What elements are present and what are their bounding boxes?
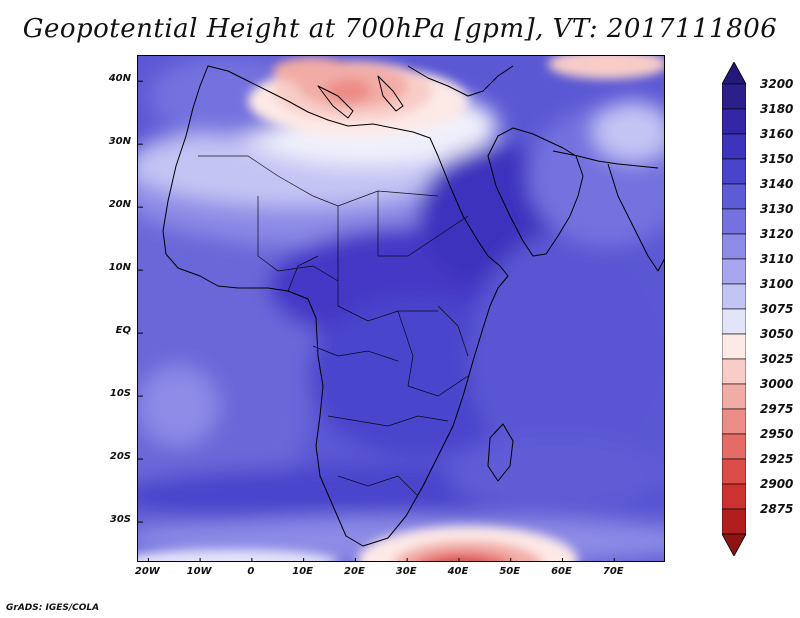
map-ticks: [138, 80, 615, 561]
map-panel: [137, 55, 665, 562]
colorbar-level-label: 2975: [760, 402, 794, 416]
coastlines: [162, 65, 664, 547]
colorbar-swatch: [722, 358, 746, 385]
colorbar-level-label: 2900: [760, 477, 794, 491]
colorbar-swatch: [722, 158, 746, 185]
colorbar-level-label: 3140: [760, 177, 794, 191]
lat-tick-label: 20N: [108, 199, 131, 211]
lat-tick-label: 30N: [108, 136, 131, 148]
lon-tick-label: 10W: [186, 566, 212, 577]
colorbar-swatch: [722, 483, 746, 510]
colorbar-swatch: [722, 183, 746, 210]
colorbar-level-label: 3050: [760, 327, 794, 341]
colorbar-level-label: 2950: [760, 427, 794, 441]
colorbar-level-label: 3200: [760, 77, 794, 91]
colorbar-level-label: 3025: [760, 352, 794, 366]
colorbar-swatch: [722, 508, 746, 535]
colorbar-swatch: [722, 258, 746, 285]
colorbar: [722, 62, 746, 556]
field-shading: [138, 56, 664, 561]
lon-tick-label: 40E: [447, 566, 469, 577]
height-field-map: [138, 56, 664, 561]
grads-credit: GrADS: IGES/COLA: [6, 603, 100, 613]
colorbar-level-label: 2925: [760, 452, 794, 466]
lon-tick-label: 30E: [395, 566, 417, 577]
colorbar-level-label: 3150: [760, 152, 794, 166]
lon-tick-label: 0: [247, 566, 255, 577]
colorbar-level-label: 3130: [760, 202, 794, 216]
colorbar-swatch: [722, 408, 746, 435]
lon-tick-label: 50E: [499, 566, 521, 577]
country-borders: [198, 155, 469, 497]
colorbar-level-label: 3110: [760, 252, 794, 266]
colorbar-level-label: 3000: [760, 377, 794, 391]
lat-tick-label: EQ: [115, 325, 131, 337]
colorbar-swatch: [722, 458, 746, 485]
colorbar-swatch: [722, 208, 746, 235]
lon-tick-label: 60E: [551, 566, 572, 577]
lon-tick-label: 20W: [134, 566, 160, 577]
colorbar-swatch: [722, 133, 746, 160]
lat-tick-label: 20S: [109, 451, 131, 463]
field-low-centers: [138, 56, 664, 561]
colorbar-level-label: 3120: [760, 227, 794, 241]
colorbar-swatch: [722, 108, 746, 135]
map-title: Geopotential Height at 700hPa [gpm], VT:…: [22, 14, 778, 44]
colorbar-swatch: [722, 308, 746, 335]
lon-tick-label: 70E: [602, 566, 624, 577]
colorbar-bottom-arrow: [722, 533, 746, 556]
lat-tick-label: 10S: [109, 388, 131, 400]
lat-tick-label: 40N: [108, 73, 131, 85]
lat-tick-label: 30S: [109, 514, 131, 526]
lon-tick-label: 20E: [344, 566, 365, 577]
colorbar-swatch: [722, 433, 746, 460]
colorbar-swatch: [722, 283, 746, 310]
lat-tick-label: 10N: [108, 262, 131, 274]
colorbar-level-label: 3100: [760, 277, 794, 291]
colorbar-level-label: 3180: [760, 102, 794, 116]
lon-tick-label: 10E: [292, 566, 314, 577]
colorbar-level-label: 3075: [760, 302, 794, 316]
colorbar-top-arrow: [722, 62, 746, 85]
colorbar-swatch: [722, 333, 746, 360]
colorbar-swatch: [722, 233, 746, 260]
colorbar-swatch: [722, 383, 746, 410]
colorbar-swatch: [722, 83, 746, 110]
colorbar-level-label: 3160: [760, 127, 794, 141]
colorbar-level-label: 2875: [760, 502, 794, 516]
